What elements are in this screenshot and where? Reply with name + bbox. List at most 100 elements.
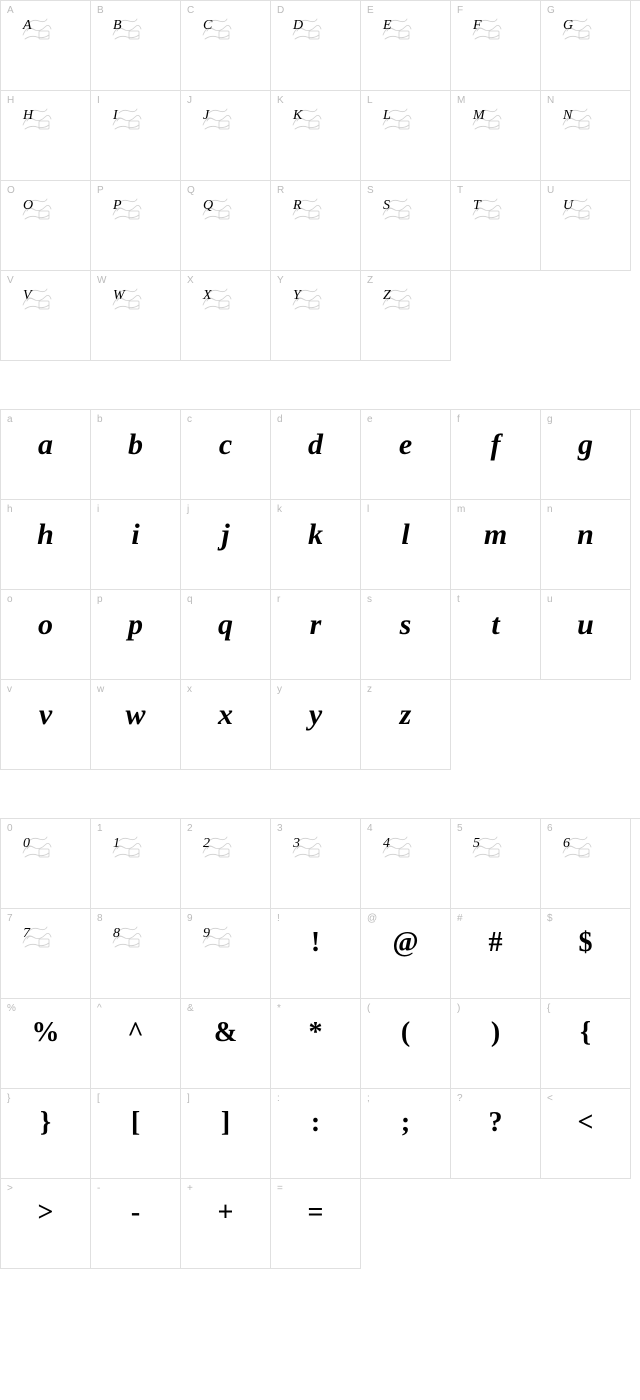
- glyph-character: r: [310, 610, 322, 640]
- glyph-cell: {{: [541, 999, 631, 1089]
- cell-label: h: [7, 504, 13, 515]
- glyph-cell: )): [451, 999, 541, 1089]
- glyph-cell: 3 3: [271, 819, 361, 909]
- glyph-character: 4: [383, 837, 390, 851]
- glyph-cell: ]]: [181, 1089, 271, 1179]
- cell-label: X: [187, 275, 194, 286]
- empty-cell: [541, 680, 631, 770]
- glyph-character: N: [563, 109, 572, 123]
- glyph-cell: aa: [1, 410, 91, 500]
- glyph-cell: M M: [451, 91, 541, 181]
- cell-label: 8: [97, 913, 103, 924]
- cell-label: p: [97, 594, 103, 605]
- cell-label: I: [97, 95, 100, 106]
- glyph-cell: yy: [271, 680, 361, 770]
- glyph-cell: ::: [271, 1089, 361, 1179]
- glyph-cell: tt: [451, 590, 541, 680]
- cell-label: $: [547, 913, 553, 924]
- cell-label: ^: [97, 1003, 102, 1014]
- glyph-cell: hh: [1, 500, 91, 590]
- glyph-cell: S S: [361, 181, 451, 271]
- cell-label: ;: [367, 1093, 370, 1104]
- glyph-cell: oo: [1, 590, 91, 680]
- cell-label: o: [7, 594, 13, 605]
- cell-label: [: [97, 1093, 100, 1104]
- cell-label: b: [97, 414, 103, 425]
- cell-label: D: [277, 5, 284, 16]
- glyph-cell: 2 2: [181, 819, 271, 909]
- glyph-cell: bb: [91, 410, 181, 500]
- empty-cell: [361, 1179, 451, 1269]
- cell-label: ]: [187, 1093, 190, 1104]
- cell-label: u: [547, 594, 553, 605]
- glyph-cell: ^^: [91, 999, 181, 1089]
- glyph-character: ): [491, 1019, 500, 1047]
- glyph-character: P: [113, 199, 122, 213]
- glyph-cell: ##: [451, 909, 541, 999]
- glyph-cell: ??: [451, 1089, 541, 1179]
- glyph-character: 5: [473, 837, 480, 851]
- glyph-character: J: [203, 109, 209, 123]
- glyph-character: f: [491, 430, 501, 460]
- glyph-character: 9: [203, 927, 210, 941]
- glyph-character: <: [578, 1109, 594, 1137]
- cell-label: 1: [97, 823, 103, 834]
- cell-label: i: [97, 504, 99, 515]
- cell-label: {: [547, 1003, 550, 1014]
- cell-label: x: [187, 684, 192, 695]
- glyph-character: v: [39, 700, 52, 730]
- glyph-character: A: [23, 19, 32, 33]
- cell-label: d: [277, 414, 283, 425]
- cell-label: H: [7, 95, 14, 106]
- cell-label: V: [7, 275, 14, 286]
- glyph-character: h: [37, 520, 54, 550]
- cell-label: J: [187, 95, 192, 106]
- glyph-cell: [[: [91, 1089, 181, 1179]
- glyph-cell: @@: [361, 909, 451, 999]
- cell-label: 7: [7, 913, 13, 924]
- glyph-cell: gg: [541, 410, 631, 500]
- glyph-cell: dd: [271, 410, 361, 500]
- glyph-character: 1: [113, 837, 120, 851]
- glyph-character: $: [579, 929, 593, 957]
- glyph-cell: N N: [541, 91, 631, 181]
- glyph-character: !: [311, 929, 320, 957]
- sections-container: A AB BC CD D: [0, 0, 640, 1269]
- glyph-cell: jj: [181, 500, 271, 590]
- cell-label: a: [7, 414, 13, 425]
- glyph-character: @: [392, 929, 418, 957]
- cell-label: %: [7, 1003, 16, 1014]
- glyph-character: 3: [293, 837, 300, 851]
- cell-label: r: [277, 594, 280, 605]
- cell-label: z: [367, 684, 372, 695]
- cell-label: c: [187, 414, 192, 425]
- glyph-cell: xx: [181, 680, 271, 770]
- glyph-cell: 7 7: [1, 909, 91, 999]
- glyph-character: ^: [127, 1019, 143, 1047]
- glyph-character: 2: [203, 837, 210, 851]
- glyph-cell: C C: [181, 1, 271, 91]
- glyph-cell: ii: [91, 500, 181, 590]
- glyph-cell: nn: [541, 500, 631, 590]
- glyph-grid-uppercase: A AB BC CD D: [0, 0, 640, 361]
- empty-cell: [541, 1179, 631, 1269]
- glyph-cell: zz: [361, 680, 451, 770]
- glyph-character: +: [218, 1199, 234, 1227]
- glyph-cell: P P: [91, 181, 181, 271]
- glyph-cell: J J: [181, 91, 271, 181]
- glyph-character: Y: [293, 289, 301, 303]
- glyph-character: %: [32, 1019, 60, 1047]
- glyph-cell: 0 0: [1, 819, 91, 909]
- cell-label: T: [457, 185, 463, 196]
- glyph-cell: &&: [181, 999, 271, 1089]
- glyph-character: G: [563, 19, 573, 33]
- cell-label: *: [277, 1003, 281, 1014]
- cell-label: t: [457, 594, 460, 605]
- empty-cell: [541, 271, 631, 361]
- glyph-character: 0: [23, 837, 30, 851]
- glyph-cell: cc: [181, 410, 271, 500]
- glyph-cell: I I: [91, 91, 181, 181]
- glyph-character: X: [203, 289, 212, 303]
- glyph-character: -: [131, 1199, 140, 1227]
- glyph-character: B: [113, 19, 122, 33]
